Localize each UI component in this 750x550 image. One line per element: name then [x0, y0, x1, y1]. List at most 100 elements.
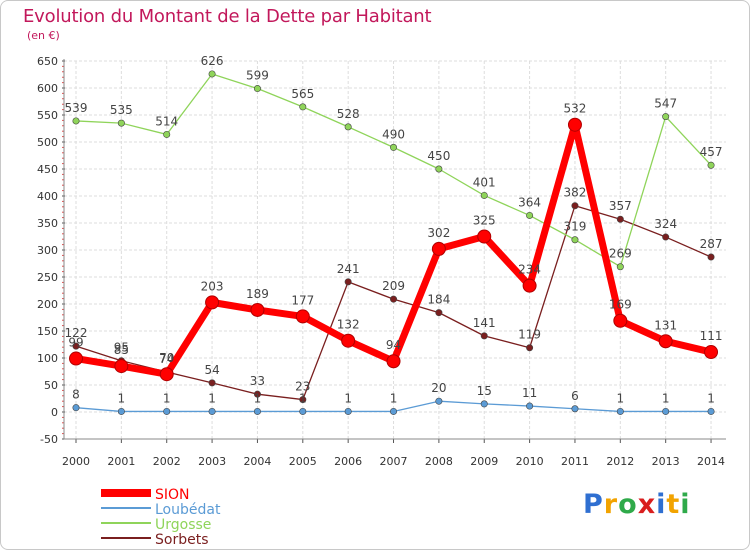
chart-title: Evolution du Montant de la Dette par Hab…	[23, 6, 432, 27]
y-tick-label: 250	[37, 271, 58, 284]
x-tick-label: 2003	[198, 455, 226, 468]
data-point	[435, 397, 443, 405]
y-tick-label: 0	[51, 406, 58, 419]
data-label: 364	[518, 195, 541, 209]
data-point	[163, 130, 171, 138]
data-point	[477, 229, 492, 244]
data-label: 11	[522, 386, 537, 400]
x-tick-label: 2005	[289, 455, 317, 468]
data-label: 203	[201, 279, 224, 293]
logo-letter: t	[666, 489, 681, 520]
data-label: 1	[662, 391, 670, 405]
data-label: 70	[159, 351, 174, 365]
data-point	[435, 165, 443, 173]
series-urgosse: 539 535 514 626 599 565 528 490 450 401 364 319 269 5…	[65, 54, 723, 271]
data-point	[299, 407, 307, 415]
y-tick-label: 100	[37, 352, 58, 365]
data-label: 401	[473, 175, 496, 189]
data-point	[253, 85, 261, 93]
data-point	[707, 161, 715, 169]
data-label: 324	[654, 217, 677, 231]
data-point	[526, 344, 534, 352]
series-sion: 99 85 70 203 189 177 132 94 302 325 234 532 169 131 11…	[68, 102, 722, 382]
x-tick-label: 2001	[107, 455, 135, 468]
data-point	[616, 263, 624, 271]
data-point	[208, 70, 216, 78]
data-point	[159, 367, 174, 382]
data-point	[72, 404, 80, 412]
data-point	[662, 113, 670, 121]
legend-label: Urgosse	[155, 517, 211, 533]
data-label: 287	[700, 237, 723, 251]
data-label: 95	[114, 341, 129, 355]
data-label: 319	[564, 220, 587, 234]
data-label: 119	[518, 328, 541, 342]
data-label: 490	[382, 127, 405, 141]
data-label: 184	[427, 293, 450, 307]
data-point	[616, 215, 624, 223]
data-label: 1	[208, 391, 216, 405]
logo-letter: P	[583, 489, 604, 520]
data-point	[295, 309, 310, 324]
data-label: 99	[68, 336, 83, 350]
data-label: 528	[337, 107, 360, 121]
data-label: 54	[204, 363, 219, 377]
data-label: 241	[337, 262, 360, 276]
data-label: 457	[700, 145, 723, 159]
data-label: 1	[299, 391, 307, 405]
x-tick-label: 2004	[243, 455, 271, 468]
data-label: 189	[246, 287, 269, 301]
data-point	[341, 333, 356, 348]
x-tick-label: 2011	[561, 455, 589, 468]
data-point	[344, 123, 352, 131]
data-point	[435, 309, 443, 317]
data-label: 626	[201, 54, 224, 68]
x-tick-label: 2000	[62, 455, 90, 468]
y-tick-label: 500	[37, 136, 58, 149]
data-point	[253, 390, 261, 398]
data-label: 131	[654, 318, 677, 332]
data-point	[117, 407, 125, 415]
data-point	[480, 191, 488, 199]
data-label: 1	[344, 391, 352, 405]
data-point	[390, 143, 398, 151]
data-label: 325	[473, 214, 496, 228]
data-label: 141	[473, 316, 496, 330]
data-point	[208, 379, 216, 387]
y-tick-label: 300	[37, 244, 58, 257]
data-label: 33	[250, 374, 265, 388]
logo-letter: x	[637, 489, 657, 520]
data-label: 1	[616, 391, 624, 405]
data-point	[390, 295, 398, 303]
data-label: 535	[110, 103, 133, 117]
legend-label: SION	[155, 487, 190, 503]
y-tick-label: 400	[37, 190, 58, 203]
y-tick-label: 450	[37, 163, 58, 176]
y-tick-label: 50	[44, 379, 58, 392]
y-tick-label: 600	[37, 82, 58, 95]
data-point	[522, 278, 537, 293]
data-point	[390, 407, 398, 415]
logo-letter: o	[618, 489, 638, 520]
data-label: 382	[564, 186, 587, 200]
proxiti-logo: Proxiti	[583, 489, 691, 520]
data-point	[69, 351, 83, 366]
data-point	[707, 407, 715, 415]
data-point	[163, 407, 171, 415]
data-point	[571, 236, 579, 244]
legend-label: Sorbets	[155, 532, 209, 548]
data-point	[431, 241, 446, 256]
logo-letter: i	[656, 489, 667, 520]
data-label: 539	[65, 101, 88, 115]
data-label: 94	[386, 338, 401, 352]
logo-letter: r	[603, 489, 619, 520]
x-tick-label: 2007	[380, 455, 408, 468]
data-point	[344, 278, 352, 286]
data-point	[704, 345, 719, 360]
data-point	[299, 396, 307, 404]
data-point	[662, 407, 670, 415]
data-point	[386, 354, 401, 369]
data-point	[117, 119, 125, 127]
data-point	[72, 342, 80, 350]
